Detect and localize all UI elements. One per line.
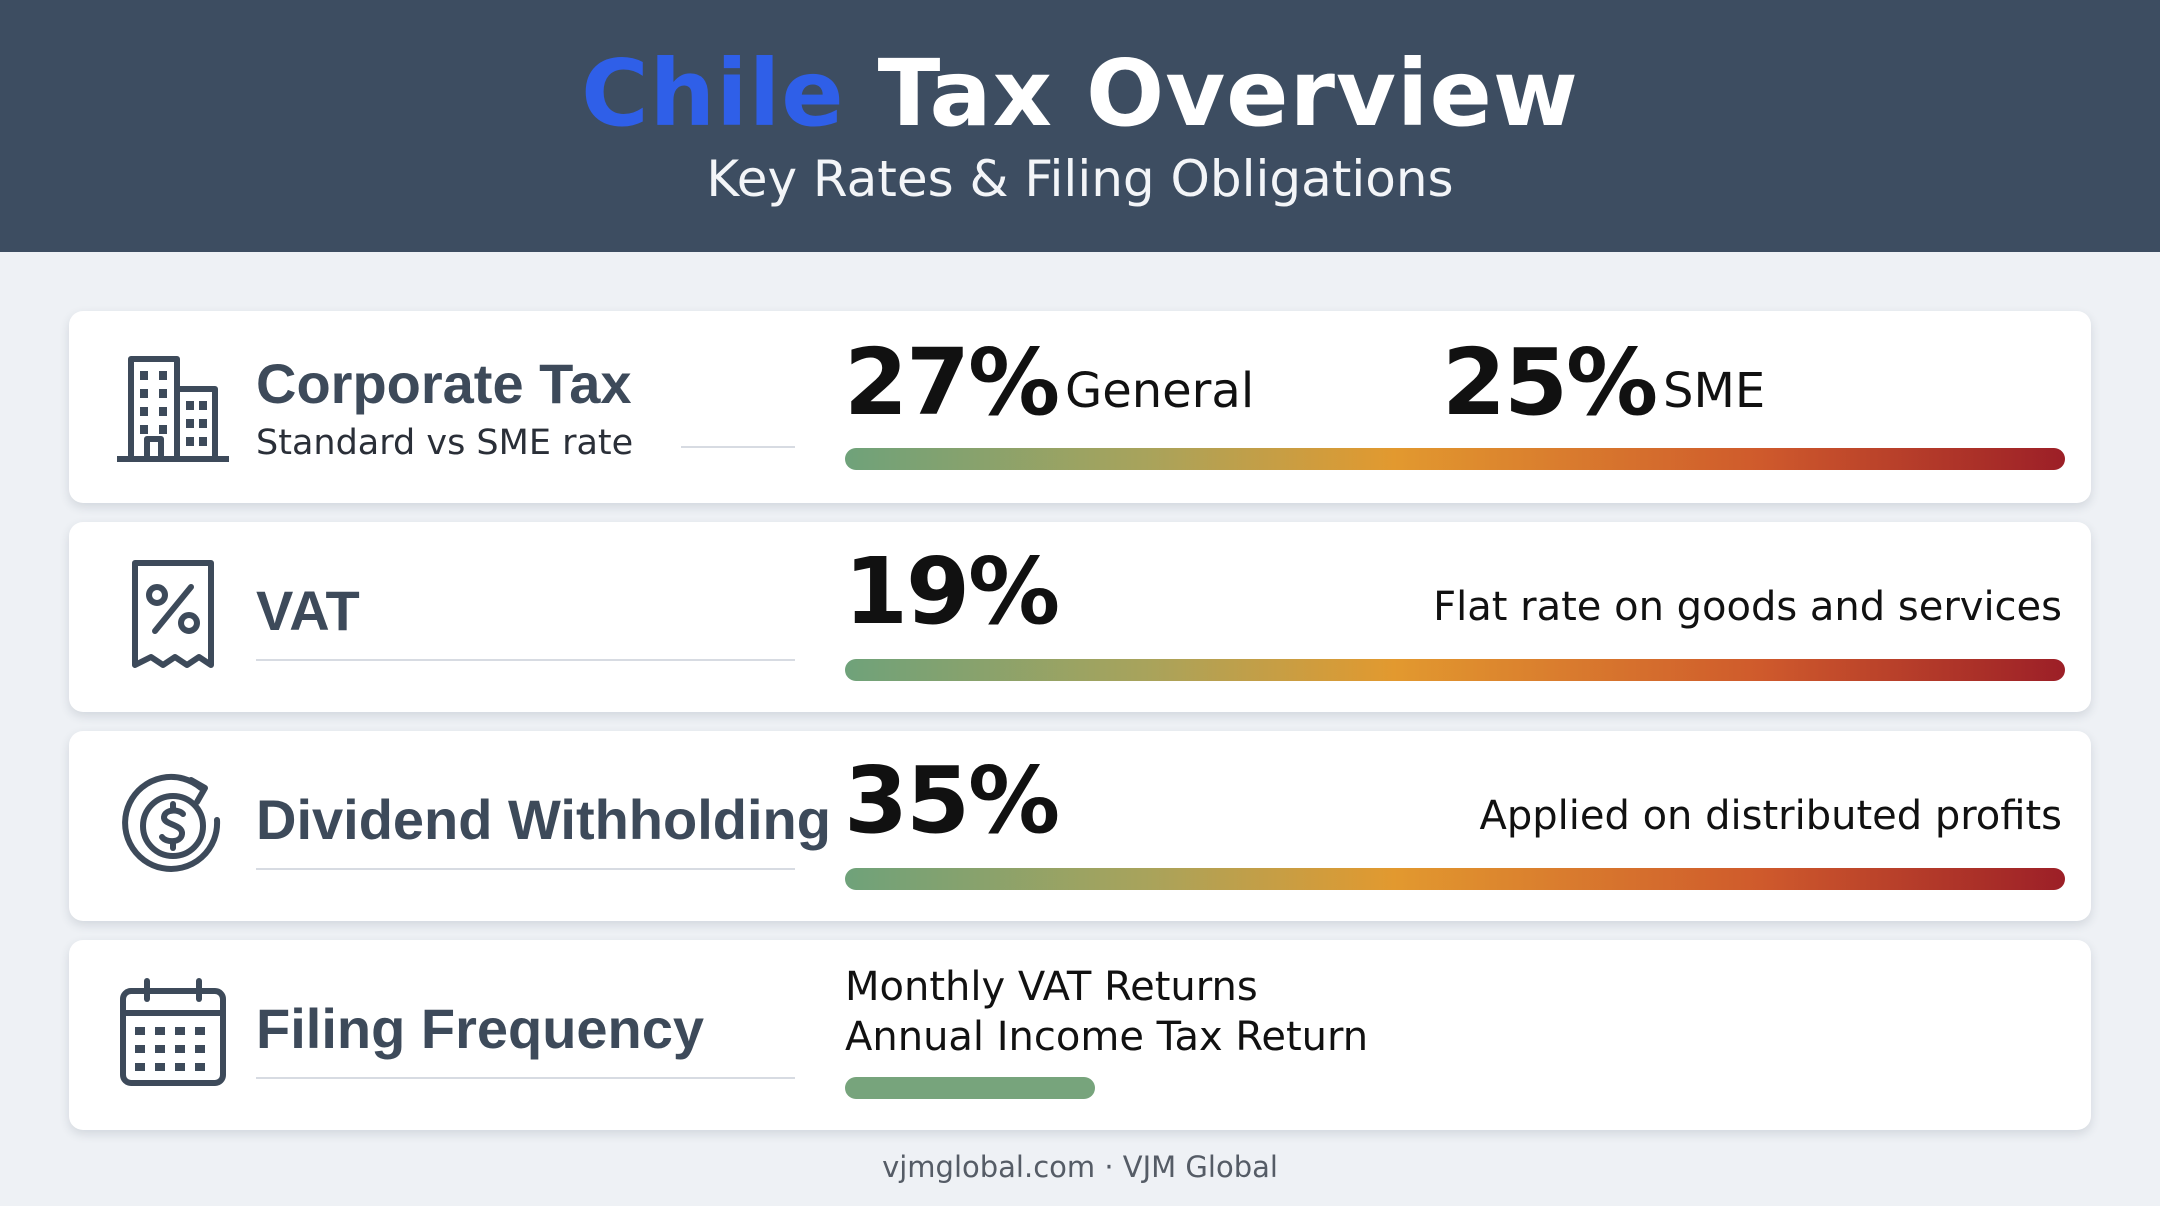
receipt-percent-icon <box>113 557 233 677</box>
filing-monthly: Monthly VAT Returns <box>845 964 1258 1010</box>
filing-annual: Annual Income Tax Return <box>845 1014 1369 1060</box>
title-rest: Tax Overview <box>877 40 1579 147</box>
divider <box>256 659 795 661</box>
vat-label: VAT <box>256 579 360 642</box>
vat-card: VAT 19% Flat rate on goods and services <box>69 522 2091 712</box>
dividend-card: Dividend Withholding 35% Applied on dist… <box>69 731 2091 921</box>
dividend-label: Dividend Withholding <box>256 788 831 851</box>
page-title: Chile Tax Overview <box>0 40 2160 147</box>
filing-label: Filing Frequency <box>256 997 705 1060</box>
footer-credit: vjmglobal.com · VJM Global <box>882 1150 1278 1184</box>
corporate-general-rate: 27% <box>844 329 1060 436</box>
corporate-tax-sublabel: Standard vs SME rate <box>256 423 634 463</box>
calendar-icon <box>113 975 233 1095</box>
vat-rate: 19% <box>844 538 1060 645</box>
vat-rate-bar <box>845 659 2065 681</box>
divider <box>256 1077 795 1079</box>
dollar-cycle-icon <box>113 766 233 886</box>
filing-bar <box>845 1077 1095 1099</box>
vat-description: Flat rate on goods and services <box>1433 584 2062 630</box>
dividend-rate: 35% <box>844 747 1060 854</box>
dividend-description: Applied on distributed profits <box>1479 793 2063 839</box>
divider <box>681 446 795 448</box>
filing-card: Filing Frequency Monthly VAT Returns Ann… <box>69 940 2091 1130</box>
title-accent: Chile <box>581 40 845 147</box>
divider <box>256 868 795 870</box>
corporate-general-note: General <box>1065 363 1255 419</box>
corporate-rate-bar <box>845 448 2065 470</box>
corporate-tax-label: Corporate Tax <box>256 352 632 415</box>
corporate-sme-rate: 25% <box>1442 329 1658 436</box>
header: Chile Tax Overview Key Rates & Filing Ob… <box>0 0 2160 252</box>
dividend-rate-bar <box>845 868 2065 890</box>
corporate-sme-note: SME <box>1663 363 1766 419</box>
corporate-tax-card: Corporate Tax Standard vs SME rate 27% G… <box>69 311 2091 503</box>
page-subtitle: Key Rates & Filing Obligations <box>706 150 1454 208</box>
building-icon <box>113 347 233 467</box>
